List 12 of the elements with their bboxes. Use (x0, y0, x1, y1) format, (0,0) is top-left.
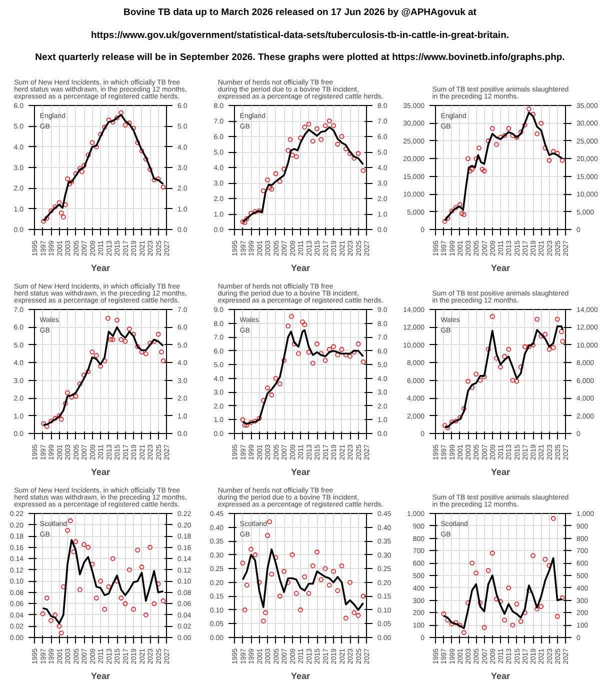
x-axis-title: Year (90, 467, 111, 478)
x-axis-title: Year (290, 671, 311, 680)
text: Next quarterly release will be in September 2026. These graphs were plotted at https://www.bovinetb.info/graphs.php. (34, 51, 566, 65)
text: https://www.gov.uk/government/statistical-data-sets/tuberculosis-tb-in-cattle-in-great-britain. (90, 28, 510, 42)
x-axis-title: Year (490, 467, 511, 478)
x-axis-title: Year (490, 671, 511, 680)
x-axis-title: Year (490, 263, 511, 274)
x-axis-title: Year (290, 467, 311, 478)
x-axis-title: Year (90, 671, 111, 680)
x-axis-title: Year (90, 263, 111, 274)
x-axis-title: Year (290, 263, 311, 274)
text: Bovine TB data up to March 2026 released on 17 Jun 2026 by @APHAgovuk at (122, 6, 478, 20)
